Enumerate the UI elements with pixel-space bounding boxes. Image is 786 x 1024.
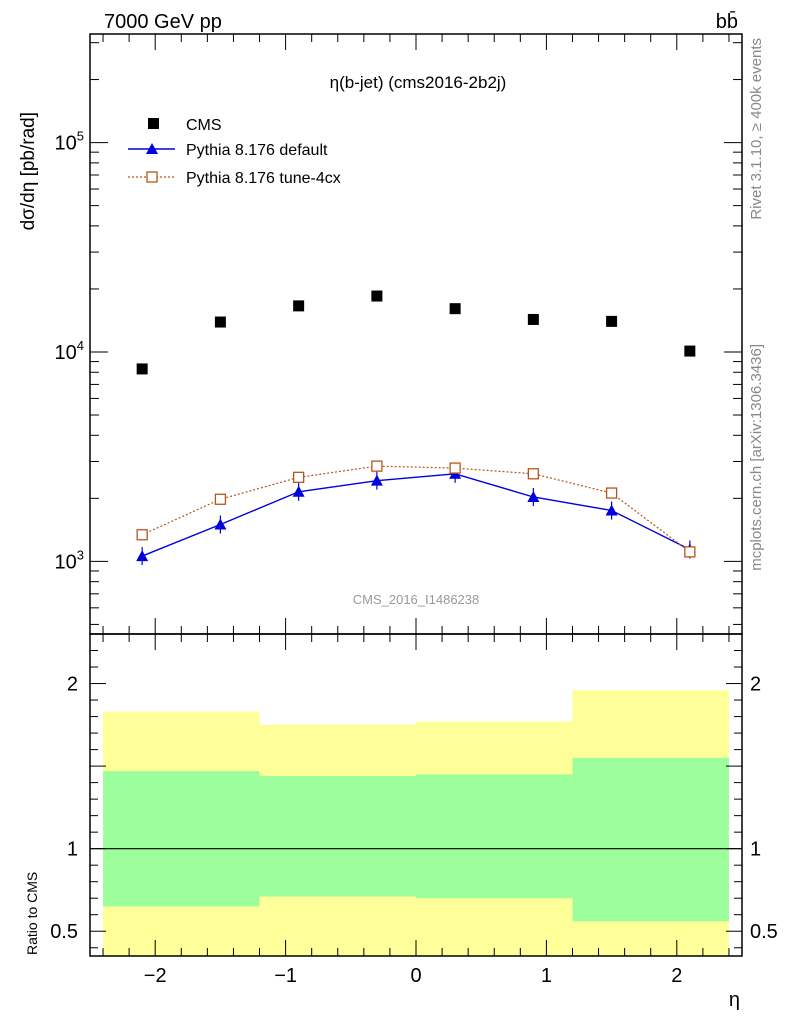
cms-data-point bbox=[684, 345, 696, 357]
main-y-tick-label: 104 bbox=[55, 338, 84, 364]
series-line-1 bbox=[141, 473, 691, 557]
ratio-y-tick-label-right: 1 bbox=[750, 839, 761, 861]
cms-data-point bbox=[293, 300, 305, 312]
pythia-tune-point bbox=[292, 471, 305, 483]
x-tick-label: 2 bbox=[671, 965, 682, 987]
main-y-tick-label: 105 bbox=[55, 129, 84, 155]
pythia-default-point bbox=[214, 518, 227, 530]
ratio-green-band bbox=[259, 776, 416, 897]
cms-data-point bbox=[136, 363, 148, 375]
ratio-y-axis-label: Ratio to CMS bbox=[24, 872, 40, 955]
x-tick-label: −2 bbox=[144, 965, 167, 987]
ratio-green-band bbox=[103, 771, 260, 907]
pythia-tune-point bbox=[214, 493, 227, 505]
legend-pythia-default-marker bbox=[146, 143, 158, 154]
rivet-version-label: Rivet 3.1.10, ≥ 400k events bbox=[748, 38, 765, 220]
ratio-green-band bbox=[572, 757, 729, 922]
main-y-tick-label: 103 bbox=[55, 547, 84, 573]
x-tick-label: −1 bbox=[274, 965, 297, 987]
main-series bbox=[136, 290, 696, 566]
ratio-axis-ticks bbox=[90, 634, 742, 956]
pythia-tune-point bbox=[371, 460, 383, 472]
legend: CMS Pythia 8.176 default Pythia 8.176 tu… bbox=[128, 117, 341, 187]
analysis-watermark: CMS_2016_I1486238 bbox=[353, 592, 480, 607]
process-label: bb̄ bbox=[716, 10, 738, 33]
x-tick-label: 0 bbox=[410, 965, 421, 987]
ratio-y-tick-label-right: 0.5 bbox=[750, 921, 778, 943]
legend-pythia-default-label: Pythia 8.176 default bbox=[186, 142, 328, 159]
legend-cms-label: CMS bbox=[186, 117, 222, 134]
pythia-default-point bbox=[370, 474, 383, 486]
ratio-y-tick-label-right: 2 bbox=[750, 674, 761, 696]
pythia-tune-point bbox=[684, 546, 696, 558]
pythia-tune-point bbox=[136, 529, 148, 541]
ratio-tick-labels: 0.5 0.5 1 1 2 2 −2 −1 0 1 2 bbox=[50, 674, 778, 987]
x-tick-label: 1 bbox=[541, 965, 552, 987]
main-plot-panel: 103 104 105 bbox=[55, 33, 743, 635]
cms-data-point bbox=[449, 303, 461, 315]
main-y-axis-label: dσ/dη [pb/rad] bbox=[18, 112, 39, 230]
plot-title: η(b-jet) (cms2016-2b2j) bbox=[330, 73, 507, 92]
pythia-tune-point bbox=[605, 487, 618, 499]
pythia-default-point bbox=[136, 550, 149, 562]
legend-cms-marker bbox=[148, 118, 159, 129]
cms-data-point bbox=[371, 290, 383, 302]
pythia-tune-point bbox=[449, 462, 461, 474]
legend-pythia-tune-label: Pythia 8.176 tune-4cx bbox=[186, 170, 341, 187]
cms-data-point bbox=[527, 313, 539, 325]
ratio-green-band bbox=[416, 774, 573, 899]
mcplots-reference-label: mcplots.cern.ch [arXiv:1306.3436] bbox=[748, 344, 765, 571]
main-axis-ticks bbox=[90, 34, 742, 634]
cms-data-point bbox=[214, 316, 226, 328]
energy-label: 7000 GeV pp bbox=[104, 11, 222, 33]
pythia-default-point bbox=[605, 504, 618, 516]
ratio-y-tick-label-left: 2 bbox=[67, 674, 78, 696]
ratio-plot-panel: 0.5 0.5 1 1 2 2 −2 −1 0 1 2 bbox=[50, 633, 778, 987]
cms-data-point bbox=[606, 315, 618, 327]
ratio-bands bbox=[103, 690, 729, 956]
ratio-y-tick-label-left: 1 bbox=[67, 839, 78, 861]
ratio-y-tick-label-left: 0.5 bbox=[50, 921, 78, 943]
x-axis-label: η bbox=[729, 989, 740, 1011]
main-y-tick-labels: 103 104 105 bbox=[55, 129, 84, 574]
series-line-2 bbox=[141, 465, 691, 553]
pythia-tune-point bbox=[527, 468, 540, 480]
pythia-default-point bbox=[292, 485, 305, 497]
pythia-default-point bbox=[527, 490, 540, 502]
legend-pythia-tune-marker bbox=[146, 171, 158, 183]
